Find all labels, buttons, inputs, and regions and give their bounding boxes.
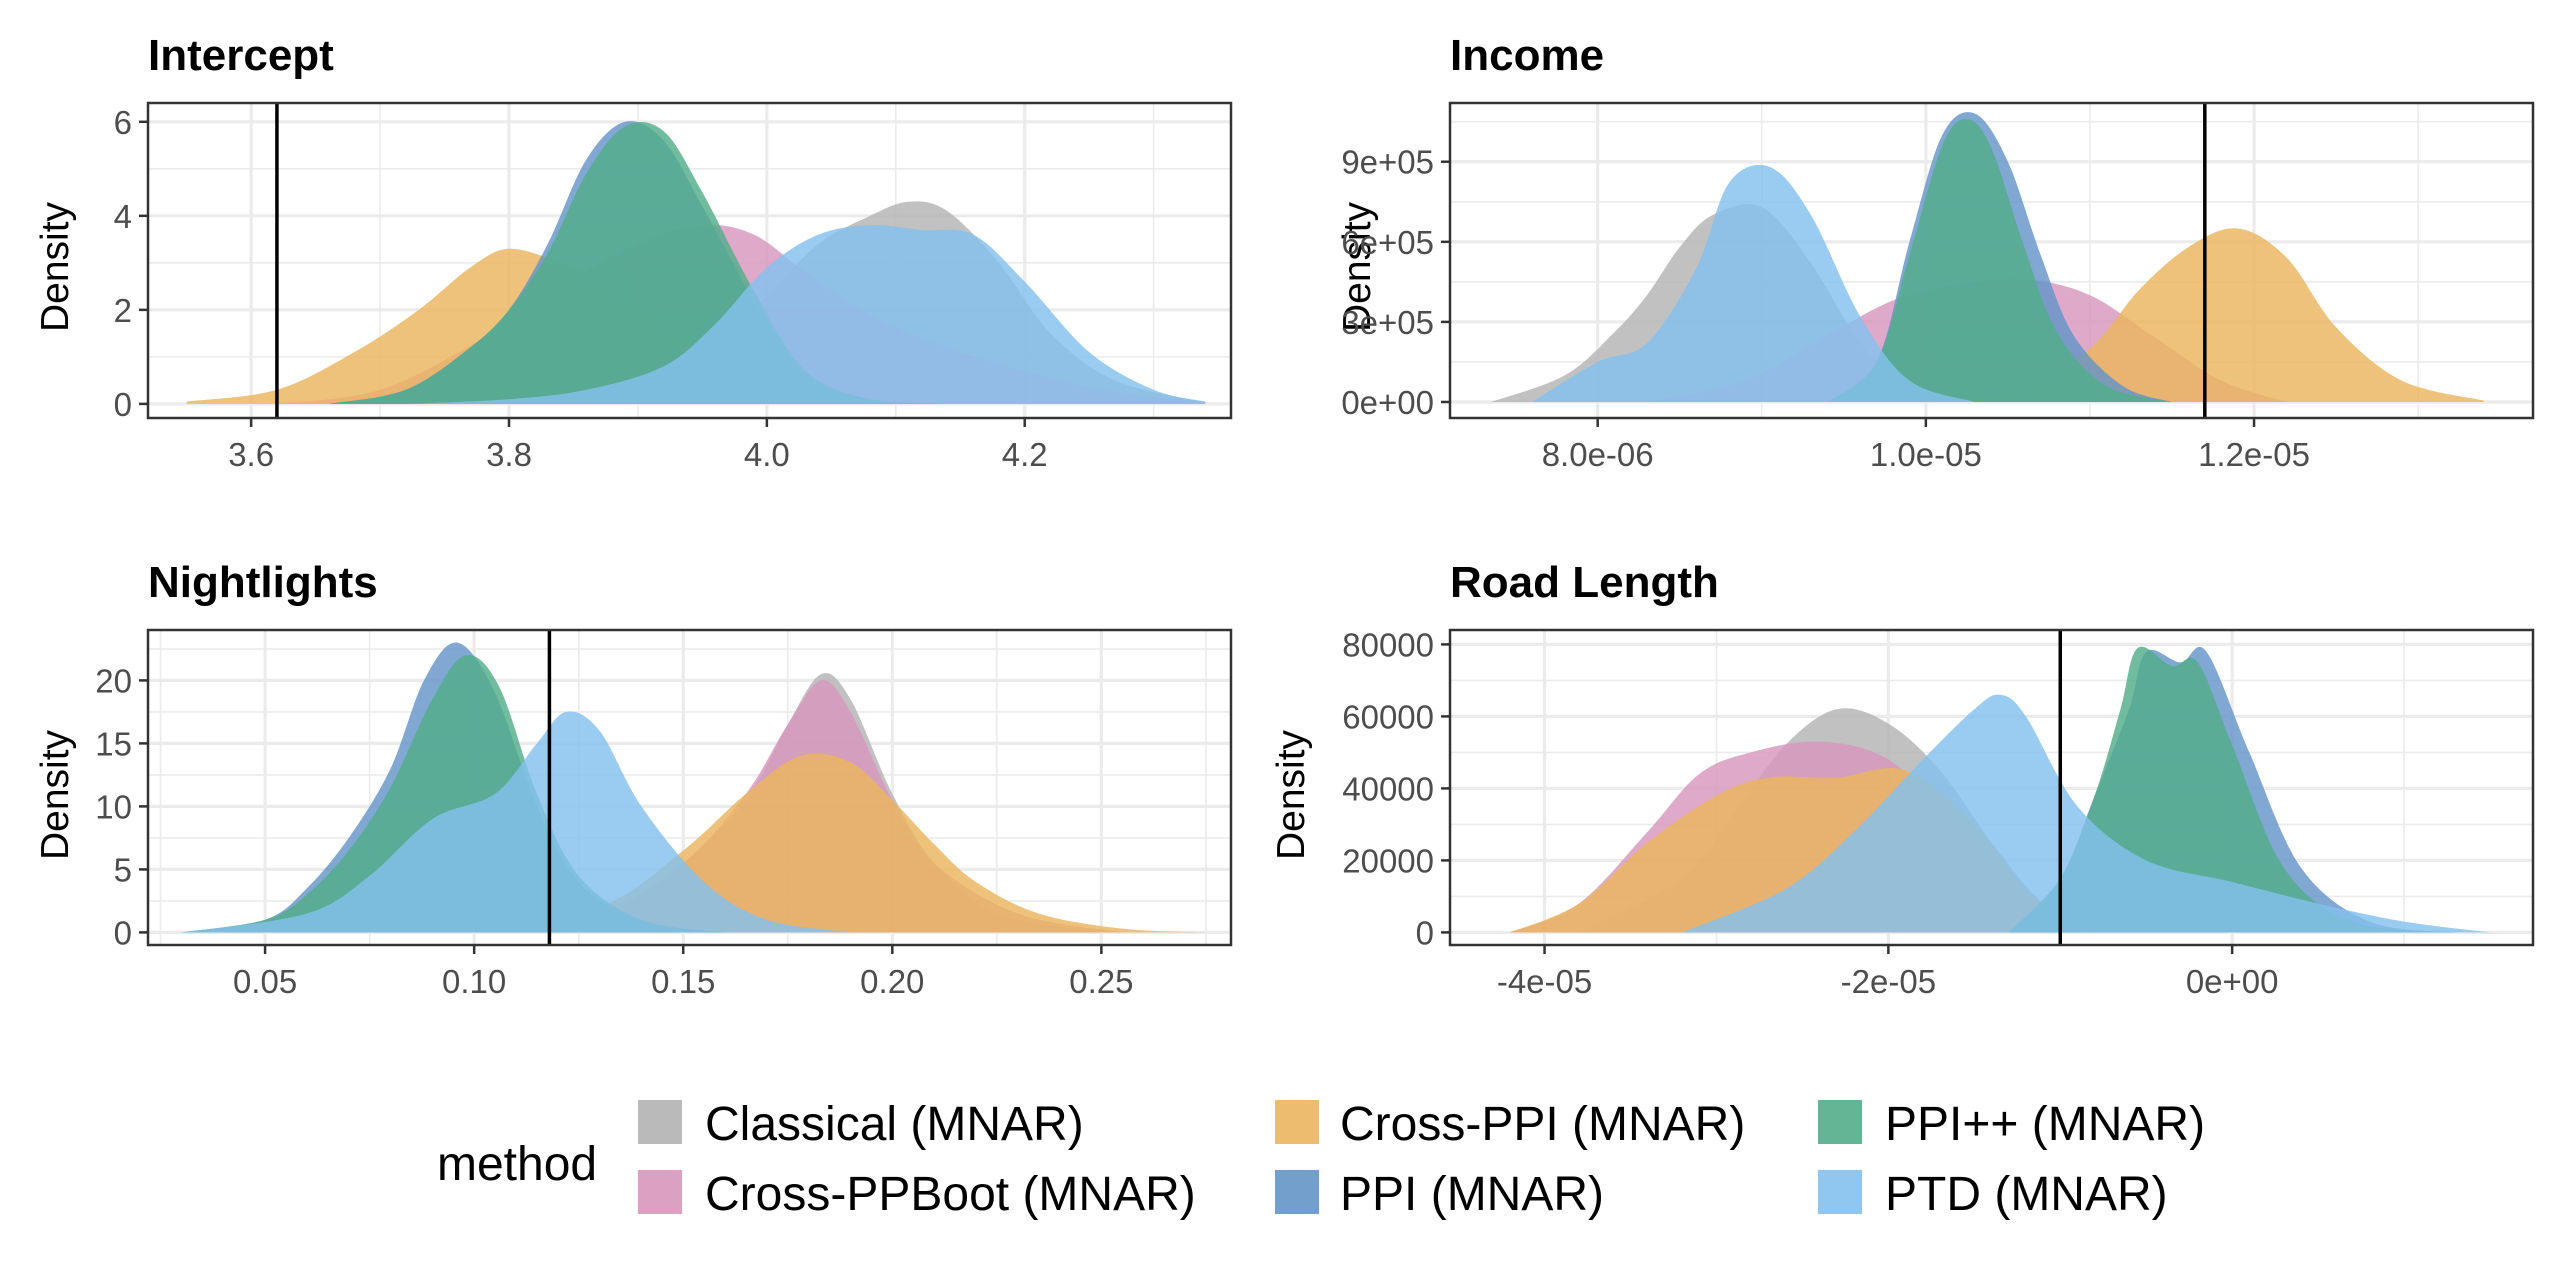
- y-tick-label: 0: [1416, 914, 1434, 951]
- x-tick-label: 0.20: [860, 963, 924, 1000]
- density-areas: [181, 642, 1206, 933]
- y-tick-label: 0: [114, 386, 132, 423]
- x-tick-label: 0e+00: [2186, 963, 2279, 1000]
- legend-item-cross-ppi: Cross-PPI (MNAR): [1275, 1098, 1745, 1151]
- legend-key-cross-ppboot: [638, 1170, 682, 1214]
- x-tick-label: 4.0: [744, 436, 790, 473]
- legend-key-classical: [638, 1100, 682, 1144]
- legend-key-ppi-plus-plus: [1818, 1100, 1862, 1144]
- y-tick-label: 20000: [1342, 842, 1434, 879]
- y-tick-label: 6e+05: [1341, 224, 1434, 261]
- y-axis-title: Density: [34, 201, 77, 332]
- legend-label-cross-ppboot: Cross-PPBoot (MNAR): [705, 1168, 1196, 1221]
- legend-label-classical: Classical (MNAR): [705, 1098, 1084, 1151]
- density-area-ptd-mnar: [1532, 164, 1976, 402]
- panel-title: Road Length: [1450, 558, 1719, 607]
- y-tick-label: 80000: [1342, 626, 1434, 663]
- plot-area-income: 8.0e-06 1.0e-05 1.2e-05 0e+00 3e+05 6e+05 9e+0…: [1341, 101, 2535, 473]
- legend-title: method: [437, 1138, 597, 1191]
- y-tick-label: 3e+05: [1341, 304, 1434, 341]
- x-tick-label: 0.10: [442, 963, 506, 1000]
- panel-border: [146, 101, 1233, 420]
- legend-key-ppi: [1275, 1170, 1319, 1214]
- density-areas: [1491, 112, 2484, 402]
- x-tick-label: 0.25: [1069, 963, 1133, 1000]
- density-area-ptd-mnar: [181, 711, 851, 933]
- legend-item-ppi: PPI (MNAR): [1275, 1168, 1604, 1221]
- panel-nightlights: Nightlights Density 0.05 0.10 0.15 0.20 0.25…: [34, 558, 1233, 1000]
- y-tick-label: 40000: [1342, 770, 1434, 807]
- legend-item-cross-ppboot: Cross-PPBoot (MNAR): [638, 1168, 1196, 1221]
- x-tick-label: 3.8: [486, 436, 532, 473]
- legend-label-ptd: PTD (MNAR): [1885, 1168, 2168, 1221]
- panel-title: Intercept: [148, 31, 334, 80]
- legend-item-ppi-plus-plus: PPI++ (MNAR): [1818, 1098, 2205, 1151]
- y-tick-label: 15: [95, 725, 132, 762]
- legend: method Classical (MNAR) Cross-PPBoot (MN…: [437, 1098, 2205, 1221]
- plot-area-intercept: 3.6 3.8 4.0 4.2 0 2 4 6: [114, 101, 1233, 473]
- x-tick-label: 0.05: [233, 963, 297, 1000]
- density-area-ptd-mnar: [405, 225, 1206, 404]
- y-axis-title: Density: [1270, 729, 1313, 860]
- y-tick-label: 5: [114, 851, 132, 888]
- y-tick-label: 2: [114, 292, 132, 329]
- legend-item-ptd: PTD (MNAR): [1818, 1168, 2168, 1221]
- legend-key-ptd: [1818, 1170, 1862, 1214]
- density-area-ppi-plus-plus-mnar: [181, 654, 726, 933]
- x-tick-label: 0.15: [651, 963, 715, 1000]
- density-area-ppi-plus-plus-mnar: [1827, 118, 2172, 402]
- panel-income: Income Density 8.0e-06 1.0e-05 1.2e-05 0e+0…: [1336, 31, 2535, 473]
- density-area-ppi-plus-plus-mnar: [328, 121, 948, 404]
- y-tick-label: 0: [114, 914, 132, 951]
- panel-border: [146, 628, 1233, 947]
- legend-key-cross-ppi: [1275, 1100, 1319, 1144]
- panel-border: [1448, 101, 2535, 420]
- x-tick-label: 1.2e-05: [2198, 436, 2310, 473]
- y-tick-label: 9e+05: [1341, 144, 1434, 181]
- plot-area-road-length: -4e-05 -2e-05 0e+00 0 20000 40000 60000 80000: [1342, 626, 2535, 1000]
- y-tick-label: 6: [114, 104, 132, 141]
- x-tick-label: -4e-05: [1497, 963, 1592, 1000]
- legend-label-ppi-plus-plus: PPI++ (MNAR): [1885, 1098, 2205, 1151]
- density-areas: [186, 121, 1206, 404]
- x-tick-label: 8.0e-06: [1542, 436, 1654, 473]
- x-tick-label: 3.6: [228, 436, 274, 473]
- x-tick-label: -2e-05: [1841, 963, 1936, 1000]
- panel-title: Nightlights: [148, 558, 378, 607]
- y-axis-title: Density: [34, 729, 77, 860]
- y-tick-label: 60000: [1342, 698, 1434, 735]
- panel-intercept: Intercept Density 3.6 3.8 4.0 4.2 0 2 4 6: [34, 31, 1233, 473]
- y-tick-label: 20: [95, 662, 132, 699]
- plot-area-nightlights: 0.05 0.10 0.15 0.20 0.25 0 5 10 15 20: [95, 628, 1233, 1000]
- legend-item-classical: Classical (MNAR): [638, 1098, 1084, 1151]
- legend-label-ppi: PPI (MNAR): [1340, 1168, 1604, 1221]
- y-tick-label: 0e+00: [1341, 384, 1434, 421]
- panel-road-length: Road Length Density -4e-05 -2e-05 0e+00 0 20…: [1270, 558, 2535, 1000]
- legend-label-cross-ppi: Cross-PPI (MNAR): [1340, 1098, 1745, 1151]
- x-tick-label: 1.0e-05: [1870, 436, 1982, 473]
- y-axis-title: Density: [1336, 201, 1379, 332]
- x-tick-label: 4.2: [1002, 436, 1048, 473]
- density-area-ptd-mnar: [1682, 694, 2491, 933]
- y-tick-label: 4: [114, 198, 132, 235]
- y-tick-label: 10: [95, 788, 132, 825]
- density-areas: [1510, 646, 2491, 933]
- panel-title: Income: [1450, 31, 1604, 80]
